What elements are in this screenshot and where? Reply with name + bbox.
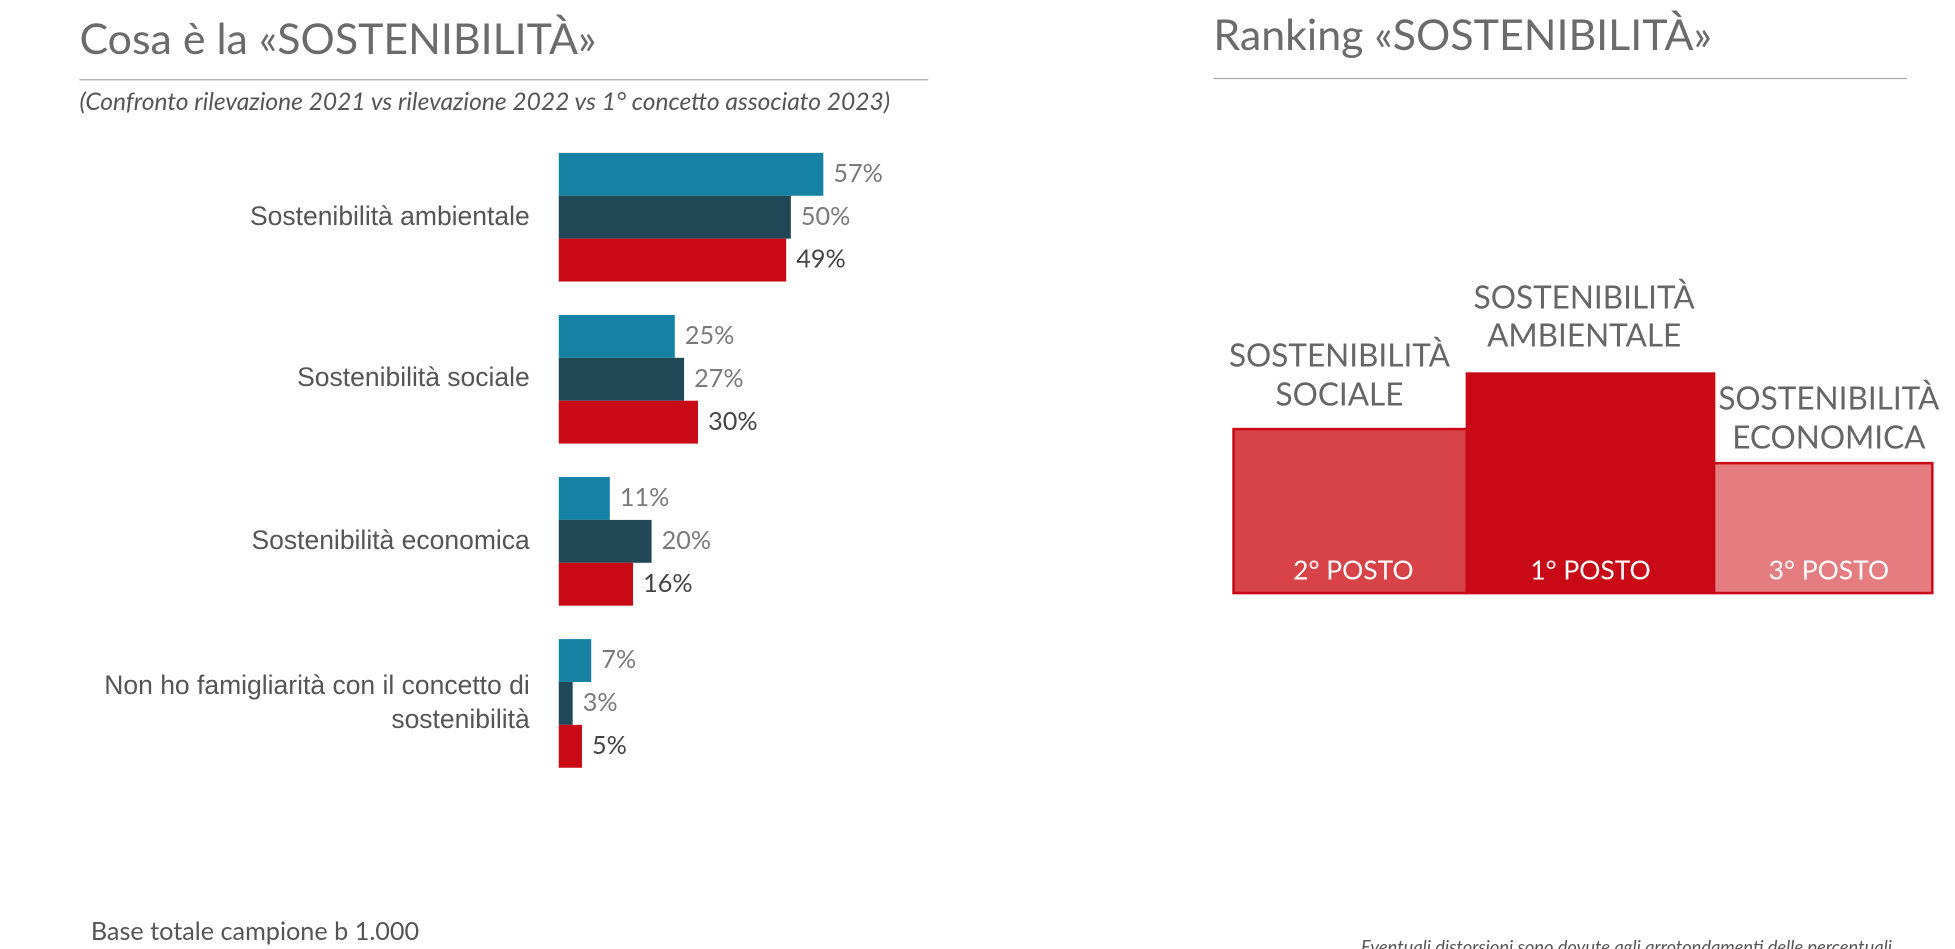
podium-label: AMBIENTALE xyxy=(1487,315,1681,353)
value-label: 27% xyxy=(694,363,743,393)
bar xyxy=(558,724,582,768)
category-label-box: Sostenibilità economica xyxy=(251,526,530,556)
bar xyxy=(558,195,791,239)
bar xyxy=(558,357,685,401)
podium-label: SOSTENIBILITÀ xyxy=(1229,335,1451,373)
value-label: 5% xyxy=(592,730,627,760)
y-tick-label: Sostenibilità sociale xyxy=(297,363,530,393)
y-tick-label: Sostenibilità ambientale xyxy=(249,201,530,231)
chart-title: Cosa è la «SOSTENIBILITÀ» xyxy=(79,13,596,64)
podium-place: 3° POSTO xyxy=(1769,554,1890,586)
bar xyxy=(558,519,652,563)
y-tick-label: Non ho famigliarità con il concetto di s… xyxy=(104,671,530,734)
value-label: 50% xyxy=(801,201,850,231)
category-label-box: Sostenibilità ambientale xyxy=(249,201,530,231)
footer-base: Base totale campione b 1.000 xyxy=(91,916,419,946)
podium-place: 2° POSTO xyxy=(1293,554,1414,586)
y-tick-label: Sostenibilità economica xyxy=(251,526,530,556)
bar xyxy=(558,152,824,196)
chart-subtitle: (Confronto rilevazione 2021 vs rilevazio… xyxy=(79,87,890,116)
podium-place: 1° POSTO xyxy=(1530,554,1651,586)
bar xyxy=(558,562,634,606)
footer-note: Eventuali distorsioni sono dovute agli a… xyxy=(1361,935,1892,949)
bar xyxy=(558,639,592,682)
podium-step xyxy=(1232,427,1469,595)
bar xyxy=(558,477,610,520)
value-label: 16% xyxy=(643,568,692,598)
bar xyxy=(558,314,675,358)
value-label: 25% xyxy=(685,320,734,350)
podium: SOSTENIBILITÀ SOCIALE SOSTENIBILITÀ AMBI… xyxy=(1229,277,1940,595)
value-label: 30% xyxy=(708,406,757,436)
podium-label: SOSTENIBILITÀ xyxy=(1718,378,1940,416)
bar xyxy=(558,238,787,282)
value-label: 49% xyxy=(796,244,845,274)
value-label: 7% xyxy=(601,644,636,674)
ranking-title: Ranking «SOSTENIBILITÀ» xyxy=(1213,9,1712,60)
value-label: 11% xyxy=(620,482,669,512)
bar xyxy=(558,681,573,725)
category-label-box: Sostenibilità sociale xyxy=(297,363,530,393)
podium-step xyxy=(1712,461,1934,595)
podium-label: SOCIALE xyxy=(1276,375,1404,413)
podium-label: ECONOMICA xyxy=(1732,417,1926,455)
podium-label: SOSTENIBILITÀ xyxy=(1474,277,1696,315)
category-label-box: Non ho famigliarità con il concetto di s… xyxy=(104,671,530,734)
value-label: 3% xyxy=(583,687,618,717)
bar xyxy=(558,400,698,444)
value-label: 20% xyxy=(662,525,711,555)
value-label: 57% xyxy=(833,158,882,188)
podium-step xyxy=(1465,372,1716,595)
